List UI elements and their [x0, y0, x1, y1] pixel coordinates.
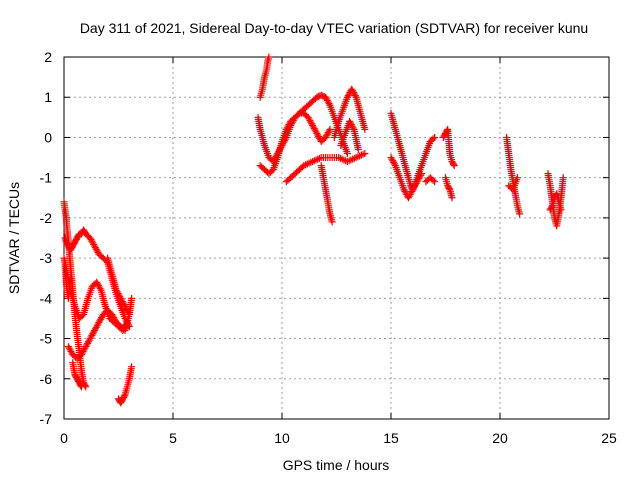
x-tick-labels: 0 5 10 15 20 25	[60, 430, 617, 446]
x-axis-label: GPS time / hours	[283, 457, 390, 473]
data-point	[349, 124, 357, 132]
x-tick-label: 5	[169, 430, 177, 446]
y-tick-label: -2	[40, 210, 53, 226]
chart-title: Day 311 of 2021, Sidereal Day-to-day VTE…	[80, 20, 588, 36]
data-point	[77, 381, 85, 389]
x-tick-label: 10	[274, 430, 290, 446]
data-point	[557, 206, 565, 214]
data-point	[431, 178, 439, 186]
data-point	[67, 274, 75, 282]
data-point	[559, 174, 567, 182]
data-point	[354, 146, 362, 154]
data-point	[429, 176, 437, 184]
y-tick-label: -4	[40, 290, 53, 306]
data-point	[294, 111, 302, 119]
x-tick-label: 25	[601, 430, 617, 446]
x-tick-label: 20	[492, 430, 508, 446]
data-point	[325, 127, 333, 135]
data-point	[328, 218, 336, 226]
data-point	[265, 53, 273, 61]
data-point	[120, 392, 128, 400]
y-tick-label: -1	[40, 170, 53, 186]
data-point	[408, 187, 416, 195]
grid-lines	[64, 57, 609, 419]
data-point	[450, 162, 458, 170]
data-point	[128, 294, 136, 302]
data-point	[361, 150, 369, 158]
data-point	[390, 160, 398, 168]
data-point	[445, 184, 453, 192]
data-point	[361, 125, 369, 133]
y-tick-label: 0	[44, 129, 52, 145]
axis-ticks	[63, 56, 610, 420]
data-point	[77, 383, 85, 391]
y-tick-label: 2	[44, 49, 52, 65]
data-point	[351, 92, 359, 100]
y-axis-label: SDTVAR / TECUs	[6, 182, 22, 294]
data-point	[325, 100, 333, 108]
data-point	[431, 133, 439, 141]
y-tick-label: -3	[40, 250, 53, 266]
data-point	[343, 150, 351, 158]
y-tick-label: -6	[40, 371, 53, 387]
data-point	[516, 210, 524, 218]
data-point	[326, 125, 334, 133]
data-point	[448, 194, 456, 202]
x-tick-label: 0	[60, 430, 68, 446]
data-point	[96, 285, 104, 293]
data-point	[513, 174, 521, 182]
x-tick-label: 15	[383, 430, 399, 446]
data-point	[548, 203, 556, 211]
data-point	[449, 160, 457, 168]
y-tick-label: 1	[44, 89, 52, 105]
y-tick-label: -5	[40, 331, 53, 347]
y-tick-label: -7	[40, 411, 53, 427]
data-point	[429, 135, 437, 143]
y-tick-labels: 2 1 0 -1 -2 -3 -4 -5 -6 -7	[40, 49, 53, 427]
data-points	[60, 53, 567, 407]
plot-frame	[63, 56, 610, 420]
data-point	[128, 363, 136, 371]
